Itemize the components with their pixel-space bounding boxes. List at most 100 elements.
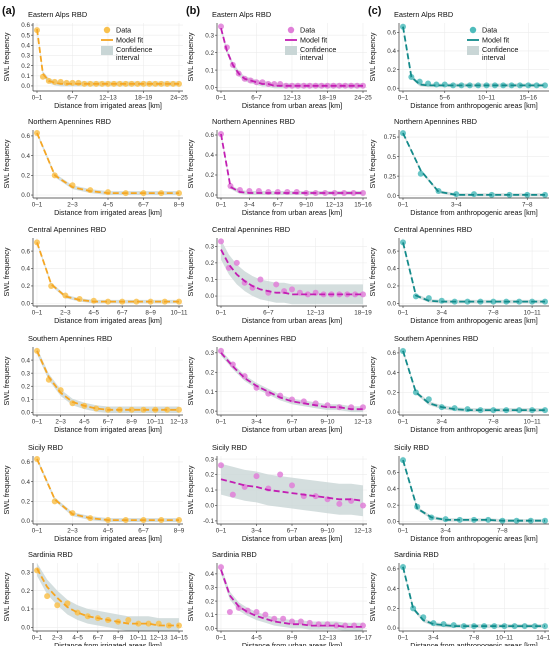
subplot: Sardinia RBD 0.0 0.2 0.4 0.6 0–1 3–4 7–8 10–11 14… — [368, 550, 550, 650]
y-tick-label: 0.6 — [387, 30, 396, 37]
y-tick-label: 0.6 — [387, 350, 396, 357]
subplot: Sicily RBD -0.1 0.0 0.1 0.2 0.3 0–1 3–4 6–7 9–10 1… — [186, 443, 372, 543]
x-tick-label: 12–13 — [150, 635, 168, 642]
data-point — [87, 80, 94, 87]
x-tick-label: 0–1 — [32, 310, 43, 317]
x-axis-label: Distance from urban areas [km] — [242, 316, 342, 325]
model-fit-line — [220, 352, 363, 411]
y-tick-label: 0.0 — [387, 301, 396, 308]
x-axis-label: Distance from urban areas [km] — [242, 641, 342, 646]
data-point — [241, 373, 248, 380]
subplot-title: Central Apennines RBD — [394, 225, 472, 234]
legend-data-marker — [469, 26, 477, 34]
x-axis-label: Distance from urban areas [km] — [242, 101, 342, 110]
panel-label: (c) — [368, 5, 382, 17]
data-point — [277, 471, 284, 478]
model-fit-line — [36, 132, 179, 194]
subplot: Eastern Alps RBD 0.0 0.2 0.4 0.6 0–1 5–6 10–11 1… — [368, 10, 549, 110]
y-tick-label: 0.0 — [21, 83, 30, 90]
data-point — [513, 517, 520, 524]
y-tick-label: 0.4 — [387, 486, 396, 493]
y-tick-label: 0.4 — [387, 266, 396, 273]
x-tick-label: 0–1 — [32, 528, 43, 535]
x-tick-label: 14–15 — [536, 635, 550, 642]
data-point — [416, 78, 423, 85]
confidence-band — [37, 240, 179, 304]
y-tick-label: 0.1 — [205, 389, 214, 396]
data-point — [63, 79, 70, 86]
y-tick-label: 0.1 — [21, 73, 30, 80]
x-tick-label: 0–1 — [32, 202, 43, 209]
x-tick-label: 0–1 — [32, 635, 43, 642]
x-tick-label: 2–3 — [60, 310, 71, 317]
data-point — [417, 170, 424, 177]
x-tick-label: 12–13 — [354, 528, 372, 535]
y-tick-label: 0.0 — [387, 85, 396, 92]
x-tick-label: 7–8 — [469, 635, 480, 642]
y-tick-label: 0.6 — [21, 459, 30, 466]
y-tick-label: 0.2 — [21, 499, 30, 506]
data-point — [125, 616, 132, 623]
data-point — [280, 615, 287, 622]
subplot: Eastern Alps RBD 0.0 0.1 0.2 0.3 0–1 6–7 12–13 1… — [186, 10, 372, 110]
x-tick-label: 12–13 — [307, 310, 325, 317]
data-point — [289, 482, 295, 489]
x-tick-label: 10–11 — [524, 310, 542, 317]
y-tick-label: 0.4 — [21, 153, 30, 160]
x-tick-label: 2–3 — [67, 202, 78, 209]
subplot-title: Eastern Alps RBD — [394, 10, 453, 19]
data-point — [135, 620, 142, 627]
y-tick-label: 0.2 — [21, 63, 30, 70]
x-tick-label: 0–1 — [398, 310, 409, 317]
x-tick-label: 15–16 — [520, 95, 538, 102]
x-tick-label: 3–4 — [451, 202, 462, 209]
x-tick-label: 0–1 — [216, 419, 227, 426]
y-tick-label: -0.1 — [203, 518, 214, 525]
data-point — [218, 23, 224, 30]
data-point — [284, 189, 291, 195]
legend-data-marker — [287, 26, 295, 34]
legend-ci-label: Confidence — [482, 45, 518, 54]
y-tick-label: 0.2 — [387, 606, 396, 613]
y-axis-label: SWL frequency — [2, 465, 11, 514]
data-point — [128, 406, 135, 413]
data-point — [54, 602, 61, 609]
data-point — [253, 473, 260, 480]
data-point — [229, 491, 236, 498]
y-tick-label: 0.3 — [21, 569, 30, 576]
confidence-band — [37, 563, 179, 631]
data-point — [262, 611, 269, 618]
data-point — [312, 493, 319, 500]
x-axis-label: Distance from irrigated areas [km] — [54, 316, 162, 325]
x-axis-label: Distance from urban areas [km] — [242, 208, 342, 217]
subplot-title: Sicily RBD — [28, 443, 63, 452]
x-tick-label: 6–7 — [273, 202, 284, 209]
model-fit-line — [402, 350, 545, 411]
y-axis-label: SWL frequency — [186, 356, 195, 405]
data-point — [400, 239, 406, 246]
y-tick-label: 0.0 — [21, 192, 30, 199]
data-point — [533, 82, 540, 89]
confidence-band — [403, 131, 545, 197]
y-tick-label: 0.2 — [205, 50, 214, 57]
data-point — [233, 259, 240, 266]
data-point — [360, 291, 366, 298]
y-tick-label: 0.3 — [21, 370, 30, 377]
confidence-band — [403, 240, 545, 304]
y-tick-label: 0.0 — [205, 503, 214, 510]
y-tick-label: 0.4 — [387, 48, 396, 55]
y-tick-label: 0.2 — [205, 172, 214, 179]
y-axis-label: SWL frequency — [2, 572, 11, 621]
x-axis-label: Distance from anthropogenic areas [km] — [410, 425, 537, 434]
y-tick-label: 0.0 — [21, 410, 30, 417]
y-tick-label: 0.2 — [387, 502, 396, 509]
data-point — [531, 623, 538, 630]
x-tick-label: 6–7 — [251, 95, 262, 102]
x-tick-label: 0–1 — [32, 419, 43, 426]
x-tick-label: 2–3 — [67, 528, 78, 535]
data-point — [176, 406, 182, 413]
y-axis-label: SWL frequency — [186, 139, 195, 188]
x-tick-label: 18–19 — [135, 95, 153, 102]
